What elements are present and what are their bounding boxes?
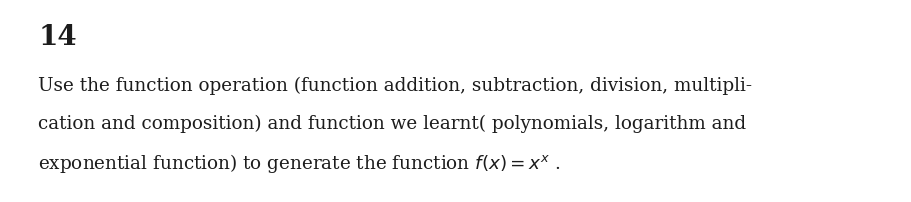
Text: 14: 14 [38,24,77,51]
Text: cation and composition) and function we learnt( polynomials, logarithm and: cation and composition) and function we … [38,114,745,132]
Text: exponential function) to generate the function $f(x) = x^x$ .: exponential function) to generate the fu… [38,152,560,174]
Text: Use the function operation (function addition, subtraction, division, multipli-: Use the function operation (function add… [38,77,752,95]
